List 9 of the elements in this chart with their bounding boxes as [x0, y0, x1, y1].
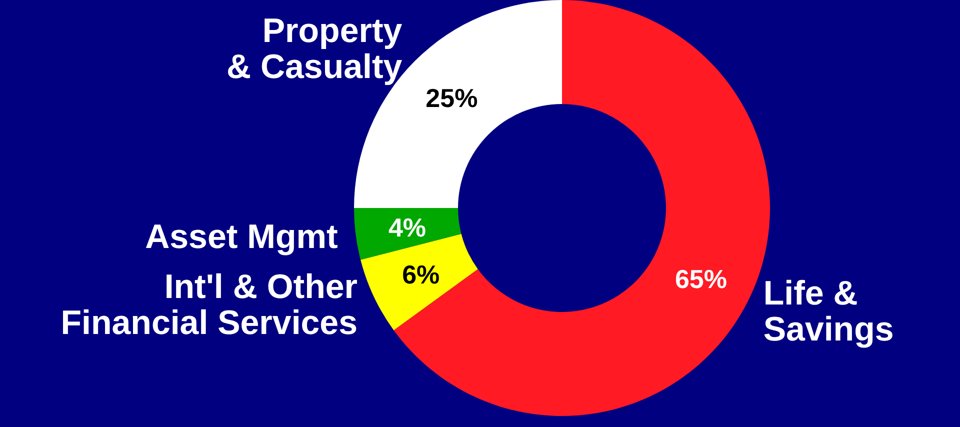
- slice-label: Life & Savings: [763, 274, 894, 348]
- slice-label: Asset Mgmt: [145, 218, 338, 256]
- slice-label: Int'l & Other Financial Services: [60, 268, 358, 342]
- data-label: 65%: [674, 264, 728, 294]
- slice-label: Property & Casualty: [226, 12, 402, 86]
- data-label: 4%: [388, 212, 426, 243]
- data-label: 25%: [426, 82, 478, 113]
- donut-slice: [354, 208, 462, 260]
- data-label: 6%: [402, 260, 440, 290]
